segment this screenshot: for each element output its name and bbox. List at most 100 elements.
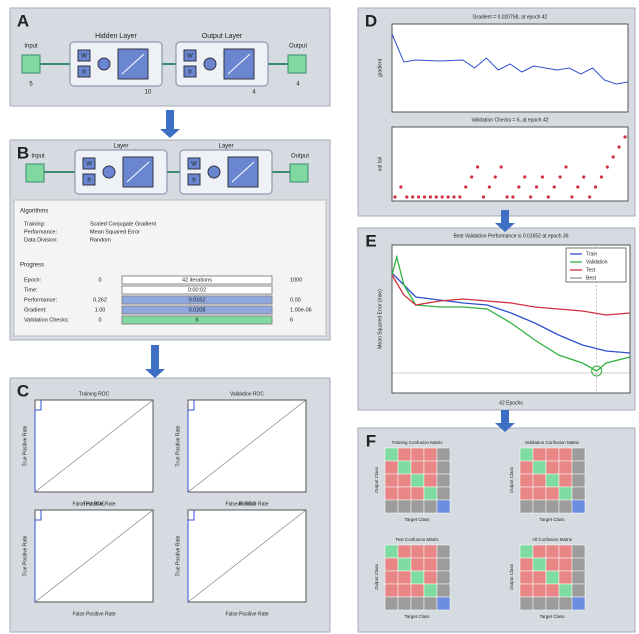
- validation-dot: [600, 175, 603, 178]
- label: Validation: [586, 259, 608, 265]
- label: False Positive Rate: [72, 611, 115, 617]
- matrix-cell: [520, 487, 533, 500]
- label: Target Class: [539, 614, 565, 619]
- arrow-head: [145, 369, 165, 378]
- label: True Positive Rate: [22, 425, 28, 466]
- matrix-cell: [385, 474, 398, 487]
- validation-dot: [464, 185, 467, 188]
- matrix-cell: [437, 571, 450, 584]
- validation-dot: [452, 195, 455, 198]
- label: F: [366, 431, 376, 450]
- validation-dot: [505, 195, 508, 198]
- label: 0: [98, 317, 101, 323]
- label: False Positive Rate: [225, 611, 268, 617]
- matrix-cell: [572, 597, 585, 610]
- matrix-cell: [398, 558, 411, 571]
- validation-dot: [517, 185, 520, 188]
- matrix-cell: [411, 545, 424, 558]
- matrix-cell: [520, 474, 533, 487]
- label: Gradient:: [24, 307, 47, 313]
- matrix-cell: [572, 558, 585, 571]
- matrix-cell: [411, 571, 424, 584]
- matrix-cell: [546, 487, 559, 500]
- label: Validation Checks:: [24, 317, 70, 323]
- matrix-cell: [437, 500, 450, 513]
- validation-dot: [582, 175, 585, 178]
- matrix-cell: [546, 461, 559, 474]
- label: Best Validation Performance is 0.01652 a…: [454, 233, 569, 239]
- label: Performance:: [24, 229, 57, 235]
- validation-dot: [523, 175, 526, 178]
- arrow-shaft: [501, 210, 509, 224]
- matrix-cell: [411, 500, 424, 513]
- matrix-cell: [533, 500, 546, 513]
- label: Test Confusion Matrix: [395, 537, 439, 542]
- matrix-cell: [520, 545, 533, 558]
- matrix-cell: [437, 558, 450, 571]
- matrix-cell: [546, 571, 559, 584]
- matrix-cell: [424, 448, 437, 461]
- label: A: [17, 11, 29, 30]
- matrix-cell: [533, 487, 546, 500]
- plot-area: [392, 127, 628, 201]
- validation-dot: [553, 185, 556, 188]
- validation-dot: [570, 195, 573, 198]
- label: Input: [31, 154, 45, 160]
- label: Test: [586, 267, 596, 273]
- validation-dot: [623, 135, 626, 138]
- validation-dot: [606, 165, 609, 168]
- matrix-cell: [437, 584, 450, 597]
- label: Input: [24, 44, 38, 50]
- matrix-cell: [411, 584, 424, 597]
- label: B: [17, 143, 29, 162]
- matrix-cell: [520, 500, 533, 513]
- matrix-cell: [424, 545, 437, 558]
- arrow-head: [160, 129, 180, 138]
- validation-dot: [399, 185, 402, 188]
- output-node: [290, 164, 308, 182]
- matrix-cell: [411, 448, 424, 461]
- label: True Positive Rate: [175, 425, 181, 466]
- matrix-cell: [546, 584, 559, 597]
- label: Output: [291, 154, 309, 160]
- input-node: [26, 164, 44, 182]
- matrix-cell: [398, 448, 411, 461]
- validation-dot: [547, 195, 550, 198]
- label: Layer: [218, 144, 233, 150]
- label: C: [17, 381, 29, 400]
- label: Output Class: [509, 563, 514, 590]
- matrix-cell: [559, 584, 572, 597]
- validation-dot: [441, 195, 444, 198]
- input-node: [22, 55, 40, 73]
- matrix-cell: [437, 487, 450, 500]
- matrix-cell: [533, 558, 546, 571]
- matrix-cell: [385, 558, 398, 571]
- label: Validation Confusion Matrix: [525, 440, 580, 445]
- label: 42 iterations: [182, 277, 212, 283]
- validation-dot: [393, 195, 396, 198]
- label: Output Class: [509, 466, 514, 493]
- label: Mean Squared Error: [90, 229, 140, 235]
- label: Train: [586, 251, 597, 257]
- arrow-shaft: [166, 110, 174, 130]
- label: Best: [586, 275, 597, 281]
- matrix-cell: [546, 500, 559, 513]
- matrix-cell: [559, 545, 572, 558]
- matrix-cell: [572, 474, 585, 487]
- matrix-cell: [559, 500, 572, 513]
- matrix-cell: [559, 487, 572, 500]
- label: Output Class: [374, 466, 379, 493]
- matrix-cell: [546, 597, 559, 610]
- label: Algorithms: [20, 209, 48, 215]
- label: All Confusion Matrix: [532, 537, 573, 542]
- matrix-cell: [385, 545, 398, 558]
- matrix-cell: [559, 461, 572, 474]
- label: Progress: [20, 263, 44, 269]
- matrix-cell: [520, 558, 533, 571]
- label: Hidden Layer: [95, 33, 137, 40]
- matrix-cell: [520, 448, 533, 461]
- matrix-cell: [546, 545, 559, 558]
- matrix-cell: [411, 461, 424, 474]
- matrix-cell: [385, 487, 398, 500]
- label: Time:: [24, 287, 38, 293]
